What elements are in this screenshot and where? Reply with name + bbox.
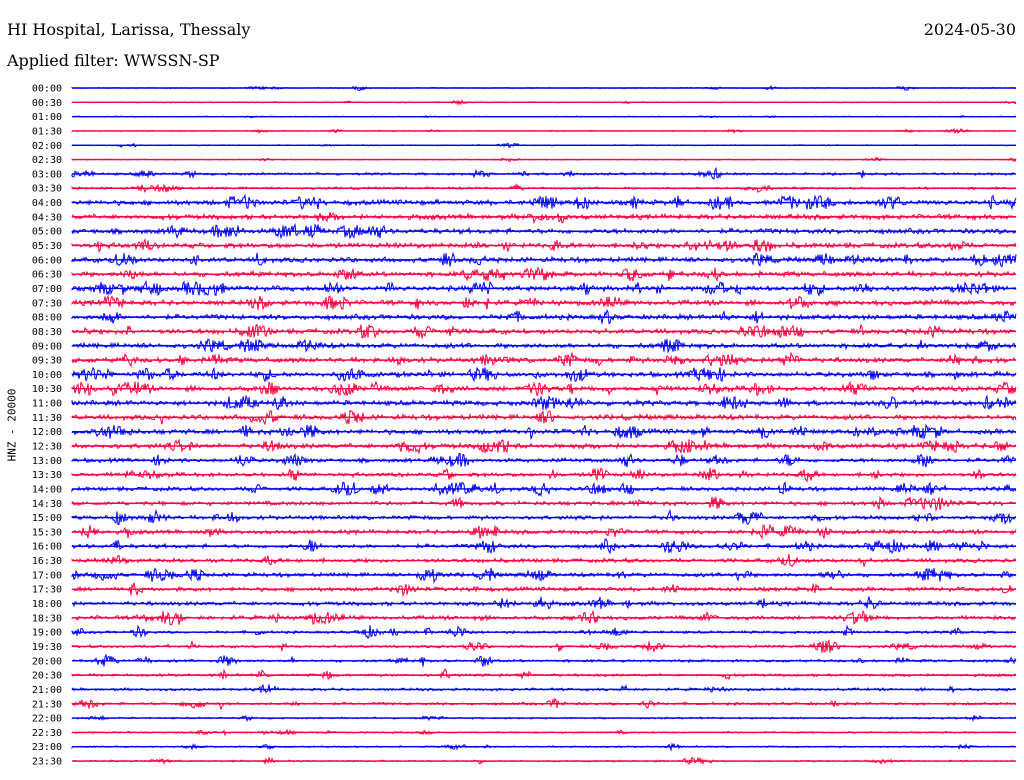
row-time-label: 07:00 [32,284,62,295]
row-time-label: 01:00 [32,112,62,123]
row-time-label: 10:00 [32,370,62,381]
row-time-label: 13:00 [32,456,62,467]
trace-line [71,438,1017,455]
row-time-label: 19:00 [32,628,62,639]
trace-line [71,596,1017,610]
row-time-label: 15:30 [32,527,62,538]
trace-line [71,251,1017,268]
row-time-label: 21:30 [32,699,62,710]
row-time-label: 19:30 [32,642,62,653]
row-time-label: 09:00 [32,341,62,352]
row-time-label: 15:00 [32,513,62,524]
row-time-label: 09:30 [32,356,62,367]
row-time-label: 14:00 [32,484,62,495]
row-time-label: 00:30 [32,98,62,109]
row-time-label: 04:30 [32,212,62,223]
row-time-label: 14:30 [32,499,62,510]
row-time-label: 16:00 [32,542,62,553]
row-time-label: 17:00 [32,570,62,581]
row-time-label: 23:30 [32,757,62,768]
row-time-label: 02:00 [32,141,62,152]
row-time-label: 04:00 [32,198,62,209]
row-time-label: 17:30 [32,585,62,596]
row-time-label: 02:30 [32,155,62,166]
row-time-label: 08:30 [32,327,62,338]
row-time-label: 18:00 [32,599,62,610]
row-time-label: 20:00 [32,656,62,667]
row-time-label: 05:00 [32,227,62,238]
trace-line [71,394,1017,411]
row-time-label: 10:30 [32,384,62,395]
row-time-label: 22:30 [32,728,62,739]
row-time-label: 05:30 [32,241,62,252]
row-time-label: 12:00 [32,427,62,438]
row-time-label: 06:30 [32,270,62,281]
row-time-label: 03:00 [32,169,62,180]
trace-line [71,668,1017,681]
date-label: 2024-05-30 [923,20,1016,39]
row-time-label: 11:30 [32,413,62,424]
station-title: HI Hospital, Larissa, Thessaly [7,20,251,39]
row-time-label: 01:30 [32,126,62,137]
row-time-label: 21:00 [32,685,62,696]
row-time-label: 13:30 [32,470,62,481]
row-time-label: 07:30 [32,298,62,309]
row-time-label: 08:00 [32,313,62,324]
filter-label: Applied filter: WWSSN-SP [7,51,220,70]
row-time-label: 23:00 [32,742,62,753]
row-time-label: 22:00 [32,714,62,725]
row-time-label: 03:30 [32,184,62,195]
row-time-label: 00:00 [32,84,62,95]
row-time-label: 18:30 [32,613,62,624]
row-time-label: 11:00 [32,399,62,410]
row-time-label: 16:30 [32,556,62,567]
row-time-label: 06:00 [32,255,62,266]
row-time-label: 12:30 [32,442,62,453]
row-time-label: 20:30 [32,671,62,682]
trace-line [71,683,1017,694]
